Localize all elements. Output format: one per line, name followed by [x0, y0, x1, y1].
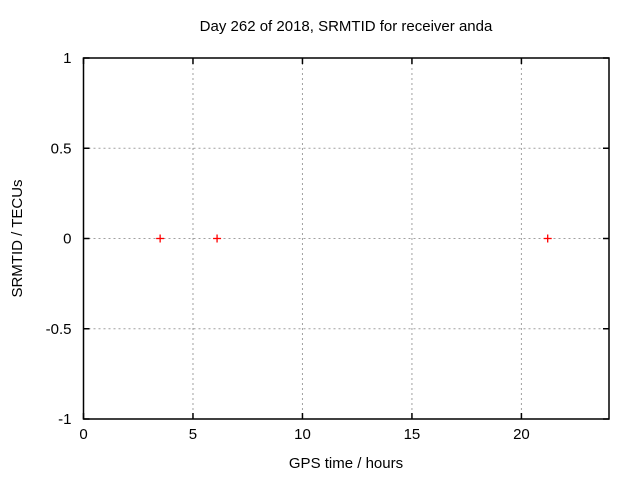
- y-tick-label: -1: [58, 411, 71, 428]
- data-points: [156, 234, 552, 243]
- chart-title: Day 262 of 2018, SRMTID for receiver and…: [200, 18, 493, 35]
- x-tick-label: 20: [513, 426, 530, 443]
- y-tick-label: 0: [63, 231, 71, 248]
- x-axis-label: GPS time / hours: [289, 455, 403, 472]
- plot-border: [82, 57, 610, 420]
- gridlines: [83, 58, 609, 419]
- y-axis-label: SRMTID / TECUs: [9, 179, 26, 297]
- x-tick-label: 10: [294, 426, 311, 443]
- data-point-marker: [213, 234, 222, 243]
- data-point-marker: [156, 234, 165, 243]
- y-tick-labels: -1 -0.5 0 0.5 1: [46, 50, 72, 428]
- y-tick-label: 1: [63, 50, 71, 67]
- x-tick-label: 15: [404, 426, 421, 443]
- y-tick-label: 0.5: [51, 140, 72, 157]
- x-tick-label: 5: [189, 426, 197, 443]
- x-tick-labels: 0 5 10 15 20: [79, 426, 529, 443]
- data-point-marker: [543, 234, 552, 243]
- y-tick-label: -0.5: [46, 321, 72, 338]
- x-tick-label: 0: [79, 426, 87, 443]
